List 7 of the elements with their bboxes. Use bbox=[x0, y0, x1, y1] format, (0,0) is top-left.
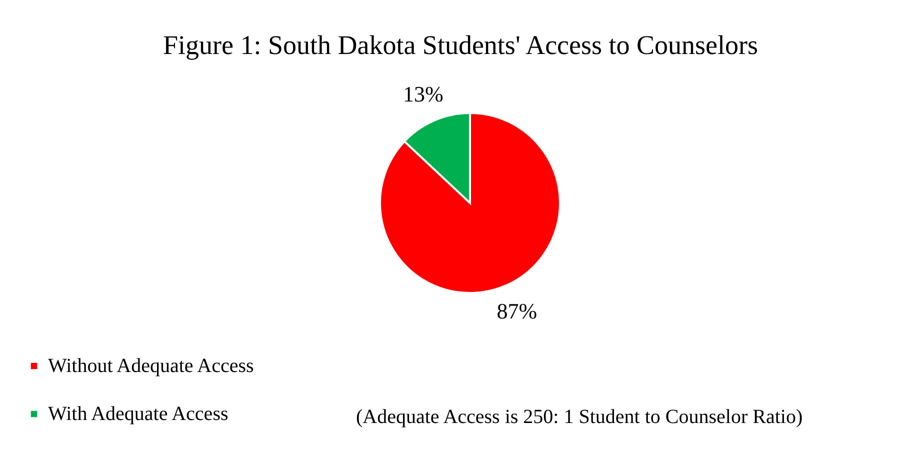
legend-label: With Adequate Access bbox=[48, 403, 228, 425]
pie-slice bbox=[379, 112, 561, 294]
data-label: 13% bbox=[402, 82, 444, 107]
text: (Adequate Access is 250: 1 Student to Counselor Ratio) bbox=[356, 406, 803, 428]
data-label: 87% bbox=[496, 298, 538, 324]
legend-label: Without Adequate Access bbox=[48, 355, 254, 377]
chart-title: Figure 1: South Dakota Students' Access to Counselors bbox=[162, 30, 758, 60]
